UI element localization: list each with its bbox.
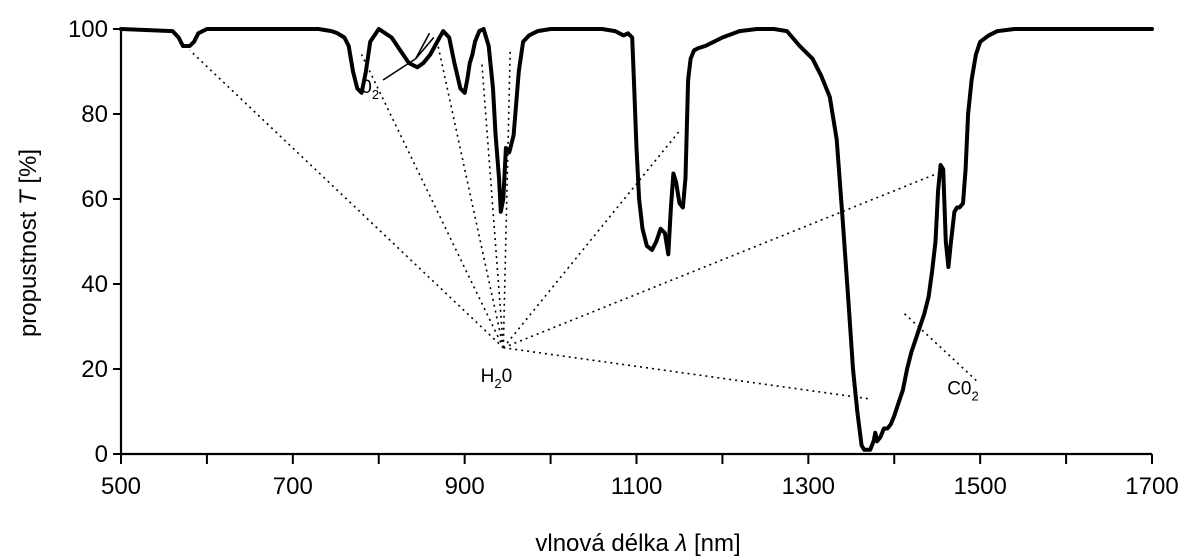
o2-label: 02 <box>361 77 379 102</box>
x-tick-label: 1300 <box>782 473 835 500</box>
h2o-label: H20 <box>481 366 513 391</box>
y-tick-label: 20 <box>81 356 108 383</box>
co2-leader <box>904 313 979 383</box>
x-tick-label: 1100 <box>611 473 663 500</box>
y-tick-label: 60 <box>81 186 108 213</box>
y-axis-label: propustnost T [%] <box>15 149 42 337</box>
x-axis-label: vlnová délka λ [nm] <box>535 530 740 556</box>
y-tick-label: 100 <box>68 16 108 43</box>
h2o-leader <box>360 54 505 349</box>
co2-label: C02 <box>947 379 979 404</box>
h2o-leader <box>436 41 505 348</box>
y-tick-label: 40 <box>81 271 108 298</box>
series-group <box>119 27 1154 452</box>
transmittance-series-line <box>119 27 1154 452</box>
y-tick-label: 80 <box>81 101 108 128</box>
annotations: 02 H20 C02 <box>361 77 978 404</box>
h2o-leader <box>502 130 681 349</box>
h2o-leader <box>189 49 504 349</box>
o2-leader <box>415 36 435 60</box>
o2-leader <box>414 32 431 60</box>
x-tick-label: 900 <box>445 473 485 500</box>
h2o-leader <box>502 50 512 348</box>
h2o-leader <box>503 346 869 400</box>
x-tick-label: 500 <box>101 473 141 500</box>
annotation-leaders <box>189 32 979 400</box>
h2o-leader <box>503 172 938 349</box>
y-tick-label: 0 <box>95 441 108 468</box>
axes <box>119 29 1152 456</box>
x-tick-label: 1700 <box>1125 473 1178 500</box>
x-tick-label: 700 <box>273 473 313 500</box>
x-tick-label: 1500 <box>953 473 1006 500</box>
